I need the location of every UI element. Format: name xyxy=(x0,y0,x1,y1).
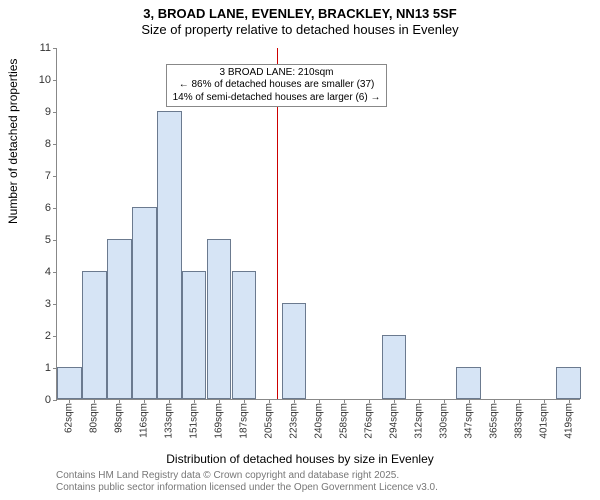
footer-line1: Contains HM Land Registry data © Crown c… xyxy=(56,470,438,482)
histogram-bar xyxy=(57,367,81,399)
histogram-bar xyxy=(107,239,131,399)
x-tick-label: 276sqm xyxy=(363,399,374,439)
x-tick-label: 151sqm xyxy=(189,399,200,439)
x-tick-label: 258sqm xyxy=(338,399,349,439)
annotation-box: 3 BROAD LANE: 210sqm← 86% of detached ho… xyxy=(166,64,388,108)
plot-area: 0123456789101162sqm80sqm98sqm116sqm133sq… xyxy=(56,48,580,400)
footer-line2: Contains public sector information licen… xyxy=(56,482,438,494)
histogram-bar xyxy=(207,239,231,399)
annotation-line: 3 BROAD LANE: 210sqm xyxy=(173,67,381,80)
x-tick-label: 98sqm xyxy=(114,399,125,433)
histogram-bar xyxy=(82,271,106,399)
histogram-bar xyxy=(232,271,256,399)
x-tick-label: 240sqm xyxy=(314,399,325,439)
x-tick-label: 62sqm xyxy=(64,399,75,433)
x-axis-label: Distribution of detached houses by size … xyxy=(0,452,600,466)
x-tick-label: 330sqm xyxy=(438,399,449,439)
title-line2: Size of property relative to detached ho… xyxy=(0,22,600,38)
title-block: 3, BROAD LANE, EVENLEY, BRACKLEY, NN13 5… xyxy=(0,0,600,37)
footer: Contains HM Land Registry data © Crown c… xyxy=(56,470,438,494)
histogram-bar xyxy=(132,207,156,399)
x-tick-label: 347sqm xyxy=(463,399,474,439)
x-tick-label: 365sqm xyxy=(488,399,499,439)
title-line1: 3, BROAD LANE, EVENLEY, BRACKLEY, NN13 5… xyxy=(0,6,600,22)
x-tick-label: 205sqm xyxy=(264,399,275,439)
histogram-bar xyxy=(456,367,480,399)
histogram-bar xyxy=(382,335,406,399)
chart-container: 3, BROAD LANE, EVENLEY, BRACKLEY, NN13 5… xyxy=(0,0,600,500)
x-tick-label: 223sqm xyxy=(289,399,300,439)
y-axis-label: Number of detached properties xyxy=(6,59,20,224)
x-tick-label: 169sqm xyxy=(214,399,225,439)
x-tick-label: 133sqm xyxy=(164,399,175,439)
x-tick-label: 401sqm xyxy=(538,399,549,439)
x-tick-label: 80sqm xyxy=(89,399,100,433)
annotation-line: 14% of semi-detached houses are larger (… xyxy=(173,92,381,105)
histogram-bar xyxy=(182,271,206,399)
annotation-line: ← 86% of detached houses are smaller (37… xyxy=(173,79,381,92)
x-tick-label: 383sqm xyxy=(513,399,524,439)
x-tick-label: 419sqm xyxy=(563,399,574,439)
histogram-bar xyxy=(282,303,306,399)
x-tick-label: 187sqm xyxy=(239,399,250,439)
x-tick-label: 294sqm xyxy=(388,399,399,439)
x-tick-label: 116sqm xyxy=(139,399,150,438)
histogram-bar xyxy=(556,367,580,399)
x-tick-label: 312sqm xyxy=(413,399,424,439)
histogram-bar xyxy=(157,111,181,399)
